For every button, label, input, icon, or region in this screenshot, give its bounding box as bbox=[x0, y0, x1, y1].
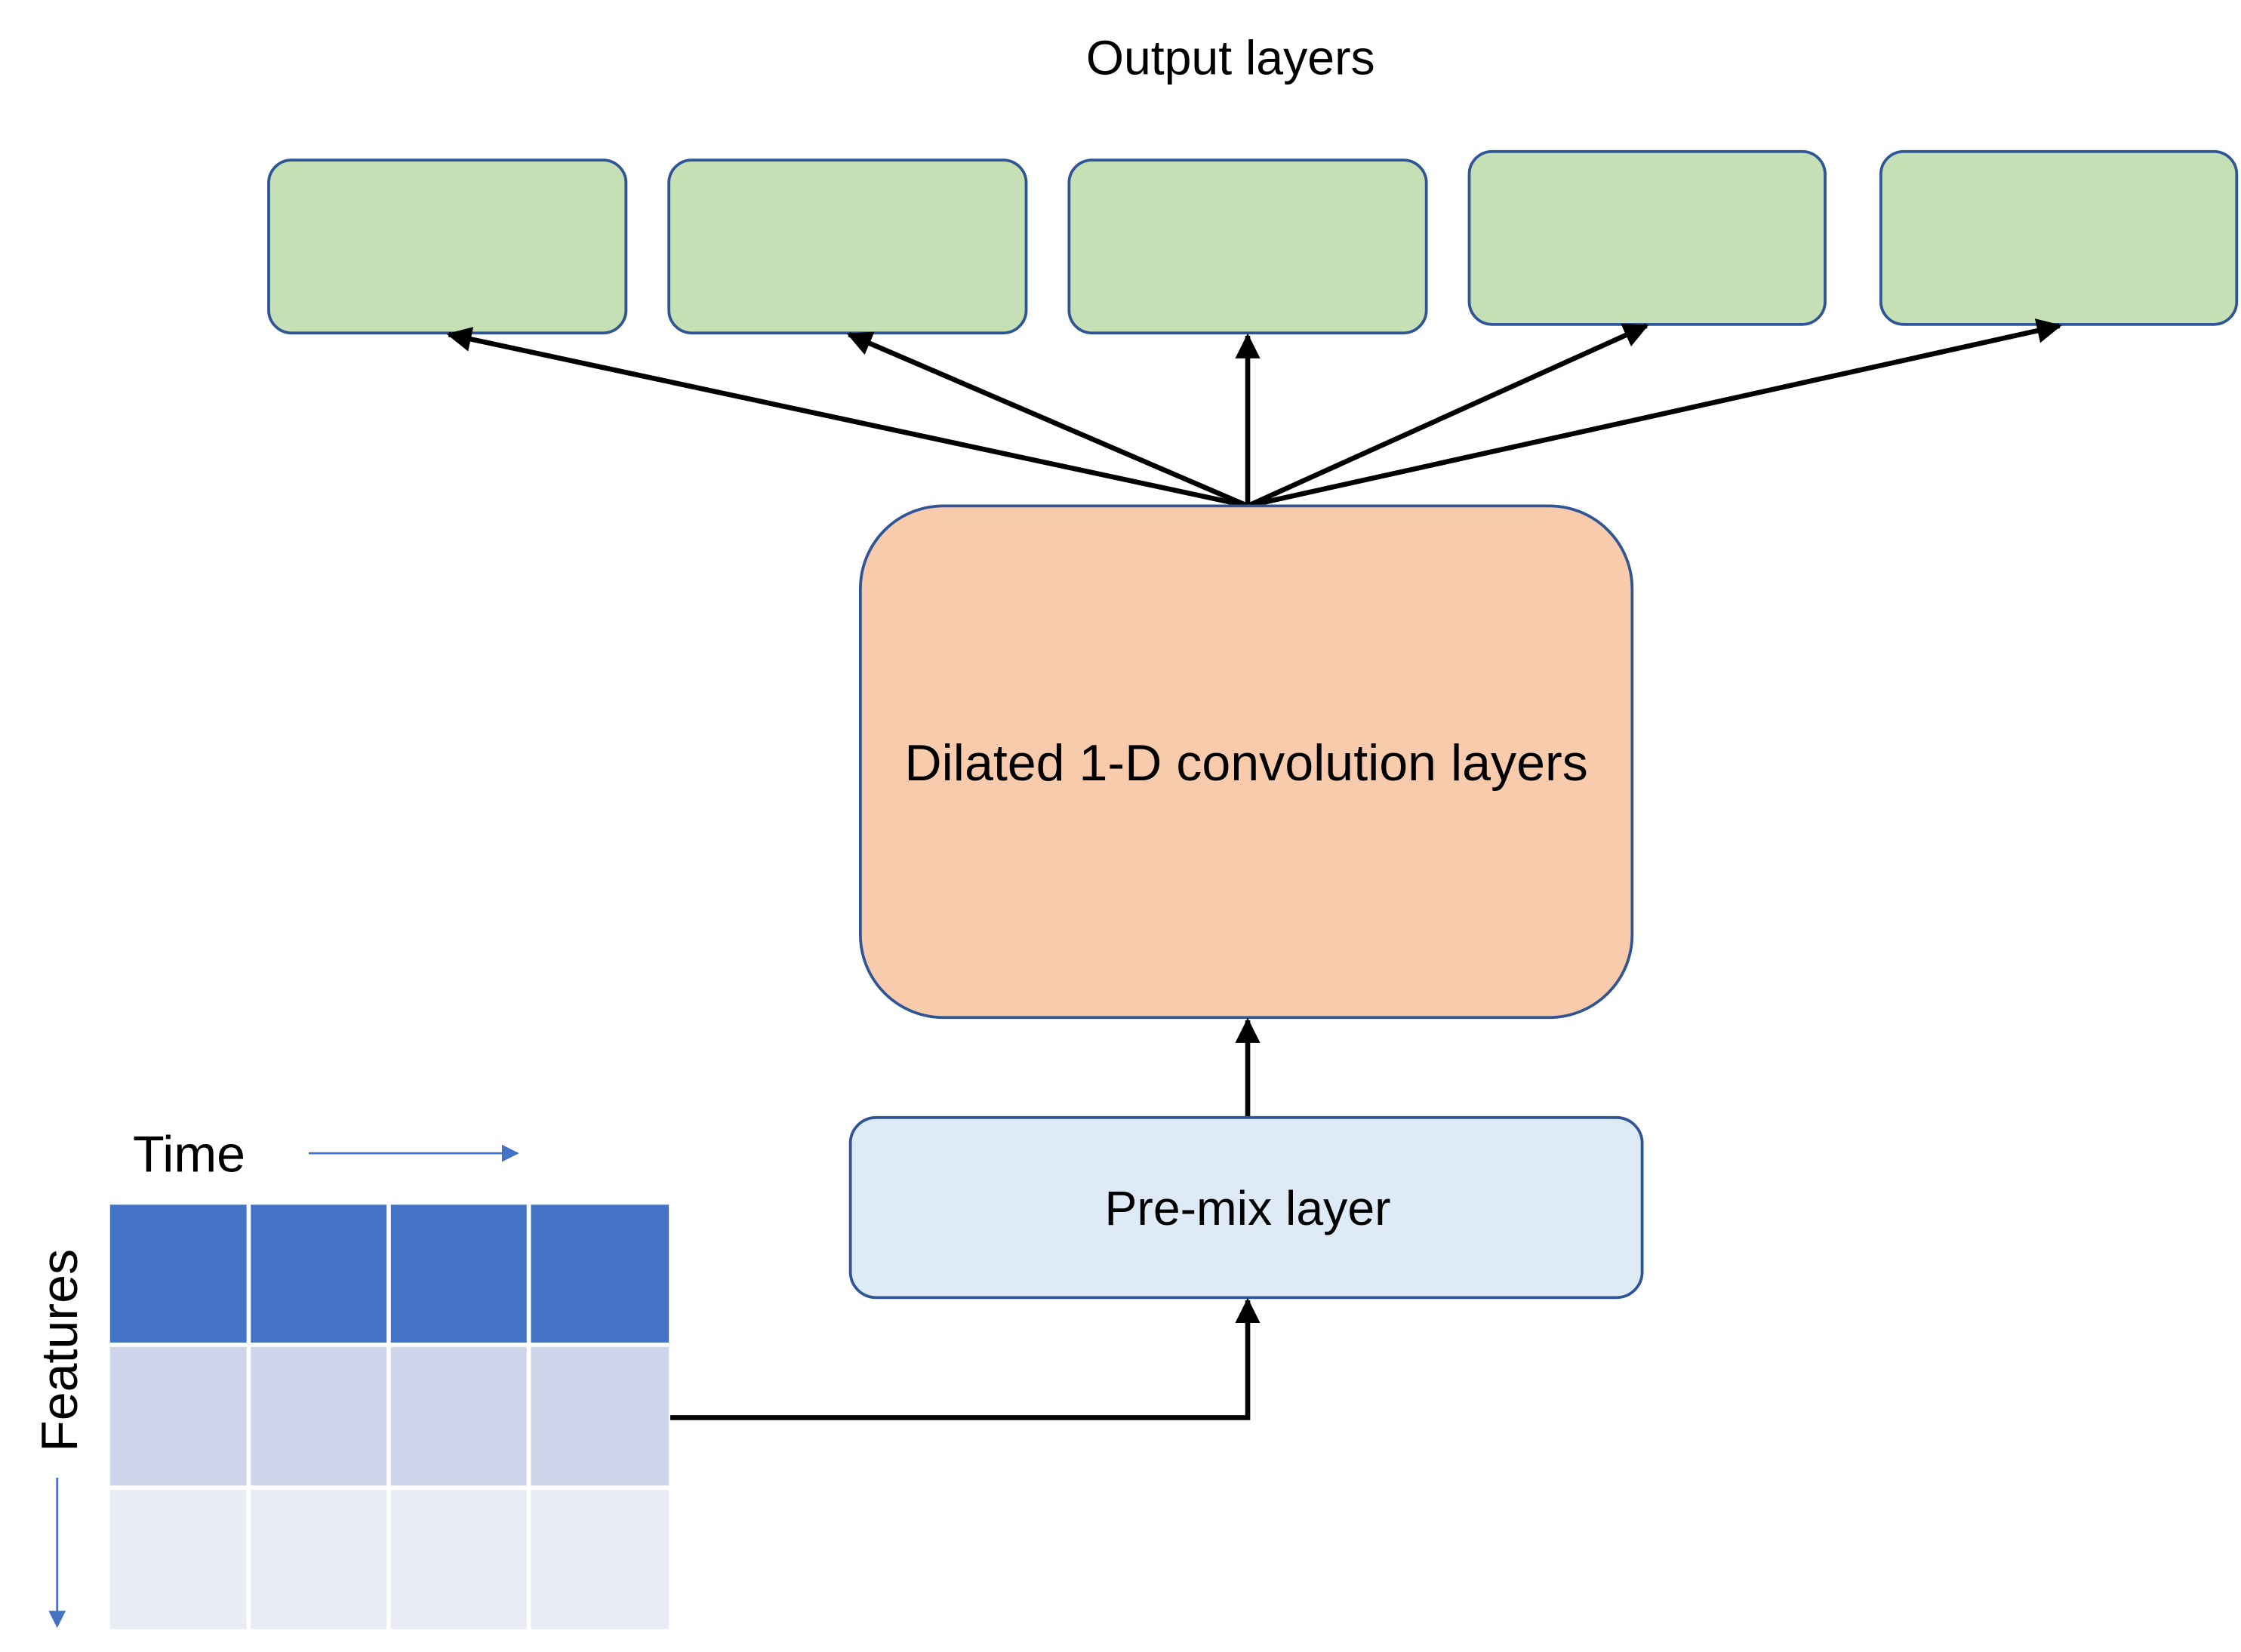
time-axis-label: Time bbox=[133, 1126, 245, 1183]
arrow-to-output-2 bbox=[846, 331, 1249, 509]
output-layer-box-1 bbox=[267, 158, 628, 335]
arrow-to-output-1 bbox=[446, 327, 1248, 509]
input-feature-grid bbox=[109, 1204, 670, 1629]
output-layers bbox=[267, 149, 2239, 335]
grid-lines bbox=[109, 1204, 670, 1629]
output-layer-box-5 bbox=[1879, 149, 2239, 326]
premix-block-box bbox=[848, 1115, 1644, 1300]
premix-block-label: Pre-mix layer bbox=[1104, 1181, 1390, 1235]
output-layers-title: Output layers bbox=[1086, 30, 1375, 85]
arrow-to-output-4 bbox=[1246, 323, 1649, 509]
output-layer-box-2 bbox=[667, 158, 1028, 335]
output-layer-box-3 bbox=[1067, 158, 1428, 335]
fanout-arrows bbox=[446, 318, 2062, 509]
conv-block: Dilated 1-D convolution layers bbox=[858, 504, 1634, 1020]
conv-block-box bbox=[858, 504, 1634, 1020]
arrow-to-output-5 bbox=[1247, 318, 2062, 509]
output-layer-box-4 bbox=[1467, 149, 1827, 326]
arrow-input-to-premix bbox=[670, 1297, 1261, 1420]
premix-block: Pre-mix layer bbox=[848, 1115, 1644, 1300]
features-axis-label: Features bbox=[31, 1249, 88, 1452]
conv-block-label: Dilated 1-D convolution layers bbox=[904, 734, 1587, 792]
